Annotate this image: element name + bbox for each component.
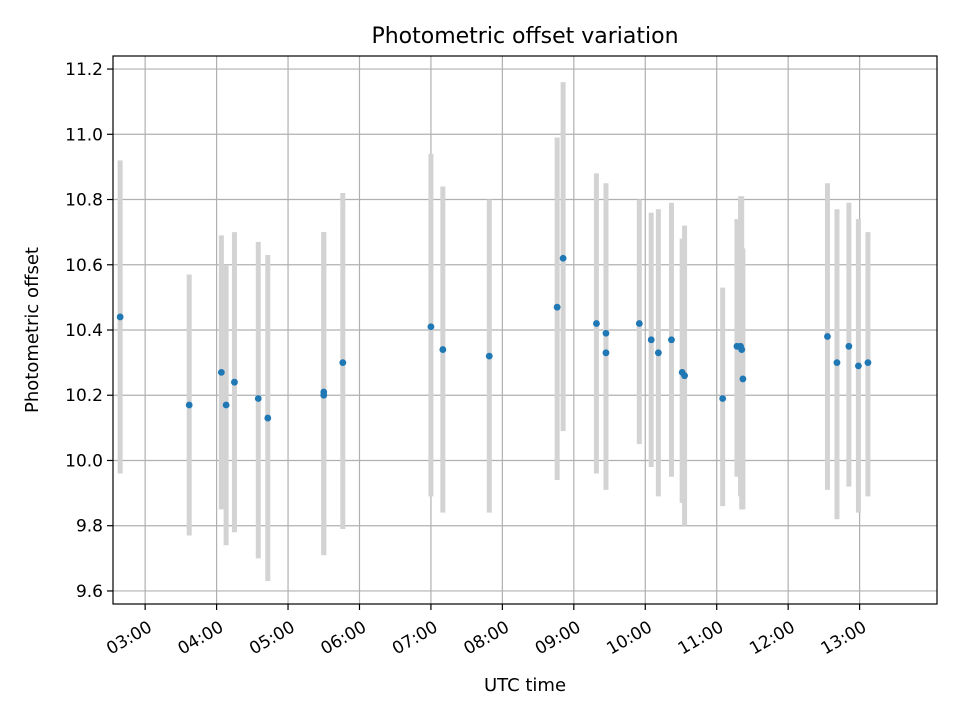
y-tick-label: 10.0 xyxy=(65,451,103,471)
data-point xyxy=(845,342,853,350)
y-tick-label: 10.6 xyxy=(65,256,103,276)
x-tick-label: 05:00 xyxy=(246,617,298,659)
data-point xyxy=(559,254,567,262)
data-point xyxy=(719,395,727,402)
chart-title: Photometric offset variation xyxy=(371,24,678,49)
y-tick-label: 10.4 xyxy=(65,321,103,341)
x-tick-label: 06:00 xyxy=(318,617,370,659)
y-tick-label: 11.2 xyxy=(65,60,103,80)
y-axis-label: Photometric offset xyxy=(22,247,43,413)
data-point xyxy=(864,359,872,367)
x-tick-label: 03:00 xyxy=(103,617,155,659)
errorbar-layer xyxy=(117,82,871,582)
y-tick-label: 10.2 xyxy=(65,386,103,406)
y-axis-ticks: 9.6 9.8 10.0 10.2 10.4 10.6 10.8 11.0 11.2 xyxy=(65,60,113,602)
data-point xyxy=(254,395,262,402)
x-tick-label: 04:00 xyxy=(175,617,227,659)
data-point xyxy=(339,359,347,367)
data-point xyxy=(824,333,831,340)
data-point xyxy=(855,362,862,370)
grid-layer xyxy=(113,56,937,604)
data-point xyxy=(116,313,124,321)
data-point xyxy=(602,349,610,357)
data-point xyxy=(222,401,230,409)
x-tick-label: 09:00 xyxy=(532,617,584,659)
point-layer xyxy=(116,254,872,422)
data-point xyxy=(427,323,435,331)
data-point xyxy=(635,320,643,327)
x-axis-label: UTC time xyxy=(484,675,566,696)
data-point xyxy=(185,401,193,409)
data-point xyxy=(668,336,675,344)
data-point xyxy=(439,346,447,353)
x-axis-ticks: 03:00 04:00 05:00 06:00 07:00 08:00 09:00 10:00… xyxy=(103,604,870,659)
data-point xyxy=(320,391,328,399)
data-point xyxy=(217,369,225,376)
x-tick-label: 08:00 xyxy=(460,617,512,659)
data-point xyxy=(553,303,561,311)
data-point xyxy=(681,372,688,380)
data-point xyxy=(738,346,746,353)
data-point xyxy=(739,375,747,383)
x-tick-label: 11:00 xyxy=(675,617,727,659)
y-tick-label: 11.0 xyxy=(65,125,103,145)
data-point xyxy=(602,329,610,337)
data-point xyxy=(593,320,600,327)
data-point xyxy=(654,349,662,357)
x-tick-label: 07:00 xyxy=(389,617,441,659)
x-tick-label: 10:00 xyxy=(603,617,655,659)
y-tick-label: 10.8 xyxy=(65,191,103,211)
x-tick-label: 12:00 xyxy=(746,617,798,659)
data-point xyxy=(833,359,841,367)
data-point xyxy=(647,336,655,344)
y-tick-label: 9.8 xyxy=(76,517,103,537)
data-point xyxy=(264,414,272,422)
x-tick-label: 13:00 xyxy=(818,617,870,659)
y-tick-label: 9.6 xyxy=(76,582,103,602)
data-point xyxy=(485,352,493,360)
data-point xyxy=(231,378,238,386)
